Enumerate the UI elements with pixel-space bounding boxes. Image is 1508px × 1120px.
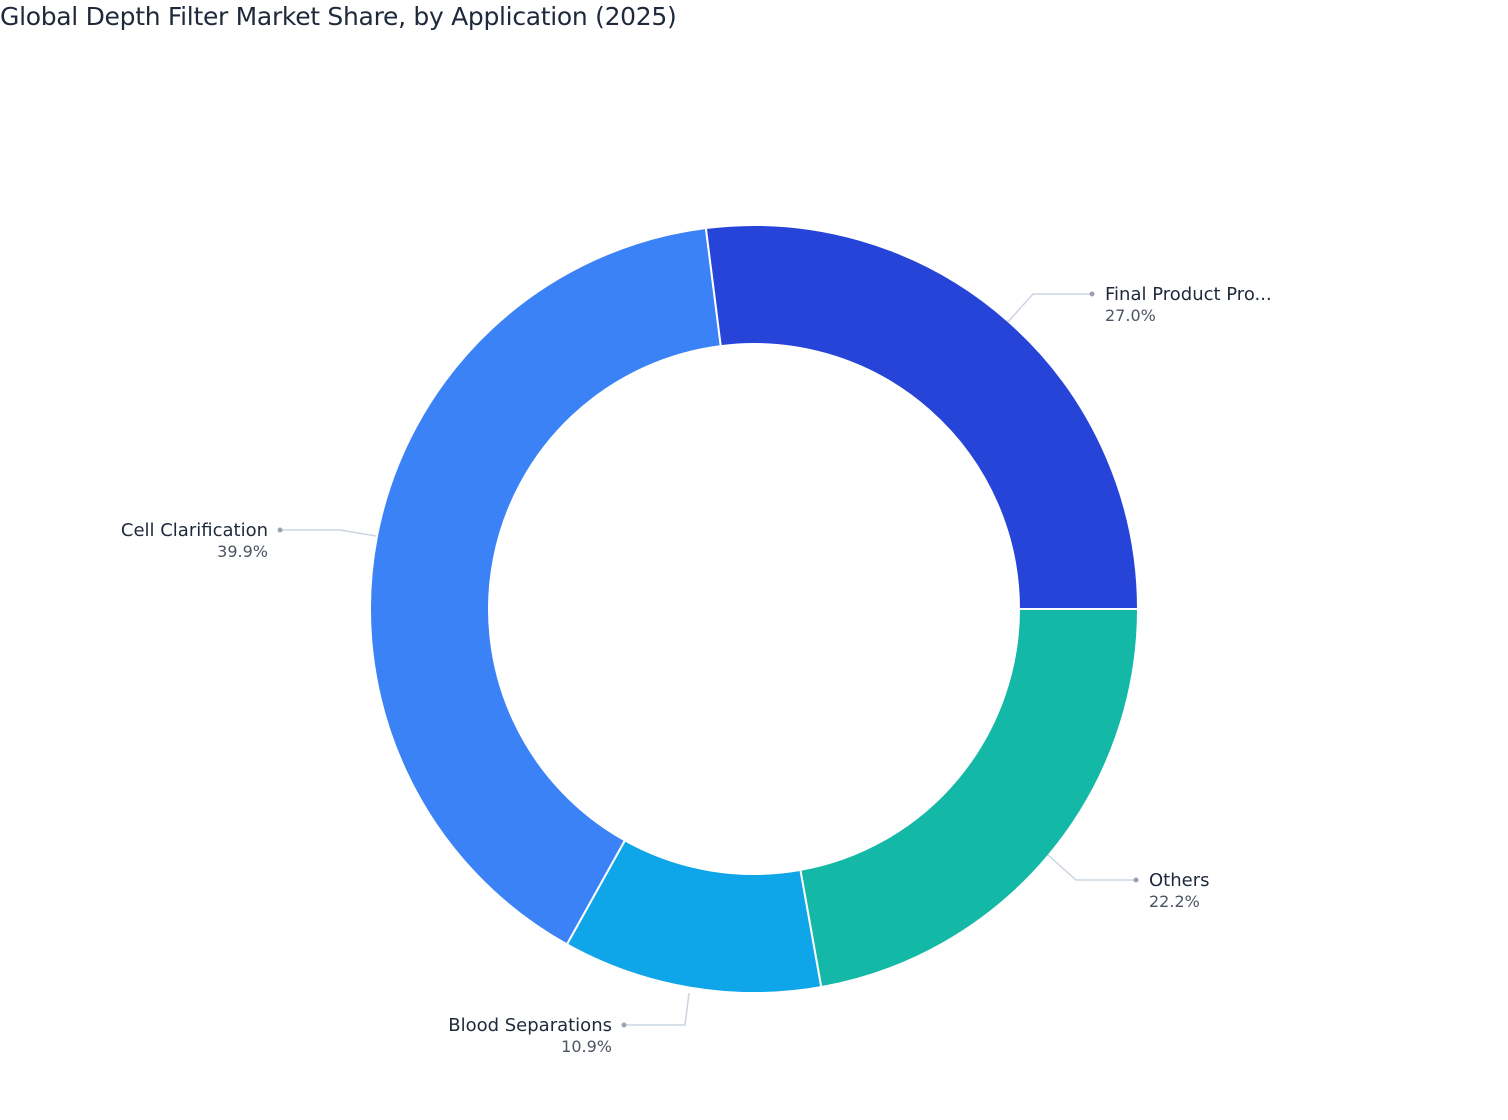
leader-lines [277,291,1139,1028]
leader-line-cell [280,529,377,537]
slice-label-cell-clarification: Cell Clarification 39.9% [121,520,268,562]
slice-name: Cell Clarification [120,520,268,541]
slice-label-others: Others 22.2% [1149,870,1210,912]
leader-dot-blood [621,1022,627,1028]
slice-name: Others [1149,870,1210,891]
slice-label-final-product: Final Product Pro... 27.0% [1105,284,1272,326]
slice-percent: 39.9% [217,542,268,561]
slice-label-blood-separations: Blood Separations 10.9% [448,1015,612,1057]
leader-line-blood [624,992,690,1026]
slice-percent: 27.0% [1105,306,1156,325]
slice-name: Blood Separations [448,1015,612,1036]
slice-cell[interactable] [369,226,722,946]
leader-dot-others [1133,877,1139,883]
leader-line-others [1047,854,1136,881]
chart-title: Global Depth Filter Market Share, by App… [0,2,677,31]
leader-dot-final [1089,291,1095,297]
leader-line-final [1007,293,1092,323]
slice-final[interactable] [704,224,1140,610]
slice-others[interactable] [799,608,1140,989]
slice-name: Final Product Pro... [1105,284,1272,305]
leader-dot-cell [277,527,283,533]
slice-percent: 22.2% [1149,892,1200,911]
donut-slices [369,224,1140,994]
slice-percent: 10.9% [561,1037,612,1056]
